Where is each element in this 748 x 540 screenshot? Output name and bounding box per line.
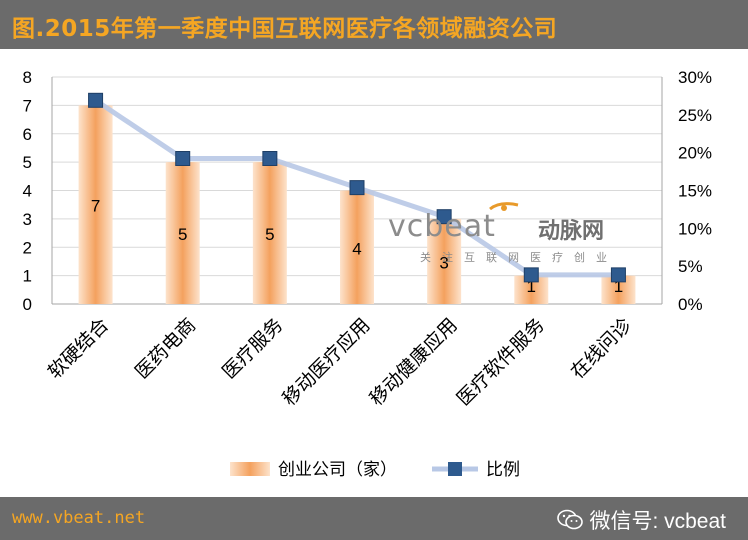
- title-bar: 图.2015年第一季度中国互联网医疗各领域融资公司: [0, 0, 748, 49]
- y-left-tick-label: 3: [23, 210, 32, 229]
- bar: [165, 162, 200, 304]
- x-tick-label: 在线问诊: [567, 314, 636, 383]
- legend-bar-swatch: [230, 462, 270, 476]
- data-label: 1: [614, 277, 623, 296]
- y-right-tick-label: 10%: [678, 219, 712, 238]
- y-left-tick-label: 8: [23, 68, 32, 87]
- y-left-tick-label: 5: [23, 153, 32, 172]
- y-right-tick-label: 5%: [678, 257, 703, 276]
- bar: [427, 218, 462, 304]
- ratio-marker: [523, 267, 539, 283]
- y-right-tick-label: 30%: [678, 68, 712, 87]
- y-right-tick-label: 15%: [678, 182, 712, 201]
- x-tick-label: 软硬结合: [44, 314, 113, 383]
- y-right-tick-label: 20%: [678, 144, 712, 163]
- y-left-tick-label: 1: [23, 267, 32, 286]
- legend-line-label: 比例: [486, 460, 520, 480]
- chart: 0123456780%5%10%15%20%25%30%75 5431 1软硬结合医…: [23, 68, 713, 480]
- y-left-tick-label: 7: [23, 96, 32, 115]
- bar: [252, 162, 287, 304]
- ratio-marker: [436, 209, 452, 225]
- x-tick-label: 医疗服务: [218, 314, 287, 383]
- site-url: www.vbeat.net: [12, 508, 146, 528]
- x-tick-label: 医药电商: [131, 314, 200, 383]
- ratio-marker: [175, 150, 191, 166]
- data-label: 1: [527, 277, 536, 296]
- bar: [340, 190, 374, 304]
- y-left-tick-label: 2: [23, 238, 32, 257]
- watermark-brand: 动脉网: [538, 219, 605, 244]
- y-right-tick-label: 25%: [678, 106, 712, 125]
- ratio-marker: [262, 150, 278, 166]
- ratio-marker: [88, 92, 104, 108]
- wechat-label: 微信号: vcbeat: [589, 510, 726, 533]
- legend-bar-label: 创业公司（家）: [278, 460, 397, 480]
- y-left-tick-label: 0: [23, 295, 32, 314]
- ratio-marker: [349, 180, 365, 196]
- y-left-tick-label: 4: [23, 182, 32, 201]
- x-tick-label: 医疗软件服务: [453, 314, 549, 410]
- ratio-marker: [610, 267, 626, 283]
- page-title: 图.2015年第一季度中国互联网医疗各领域融资公司: [12, 16, 558, 42]
- data-label: 5: [178, 225, 187, 244]
- watermark-text: vcbeat: [388, 209, 496, 244]
- wechat-id: 微信号: vcbeat: [557, 505, 726, 535]
- data-label: 7: [91, 197, 100, 216]
- vcbeat-logo-icon: [489, 202, 519, 211]
- data-label: 3: [439, 253, 448, 272]
- y-right-tick-label: 0%: [678, 295, 703, 314]
- x-tick-label: 移动健康应用: [366, 314, 462, 410]
- wechat-icon: [557, 509, 584, 530]
- chart-area: 0 1 2 3 4 5 6 7 8 0% 5% 10% 15% 20% 25% 30% 7 5 5 4 3 1 1 软硬结合医…: [0, 49, 748, 497]
- y-left-tick-label: 6: [23, 125, 32, 144]
- legend-line-marker: [448, 462, 462, 476]
- bar: [78, 105, 113, 304]
- watermark-slogan: 关注互联网医疗创业: [420, 251, 618, 264]
- data-label: 5: [265, 225, 274, 244]
- footer-bar: www.vbeat.net 微信号: vcbeat: [0, 497, 748, 540]
- x-tick-label: 移动医疗应用: [278, 314, 374, 410]
- data-label: 4: [352, 239, 361, 258]
